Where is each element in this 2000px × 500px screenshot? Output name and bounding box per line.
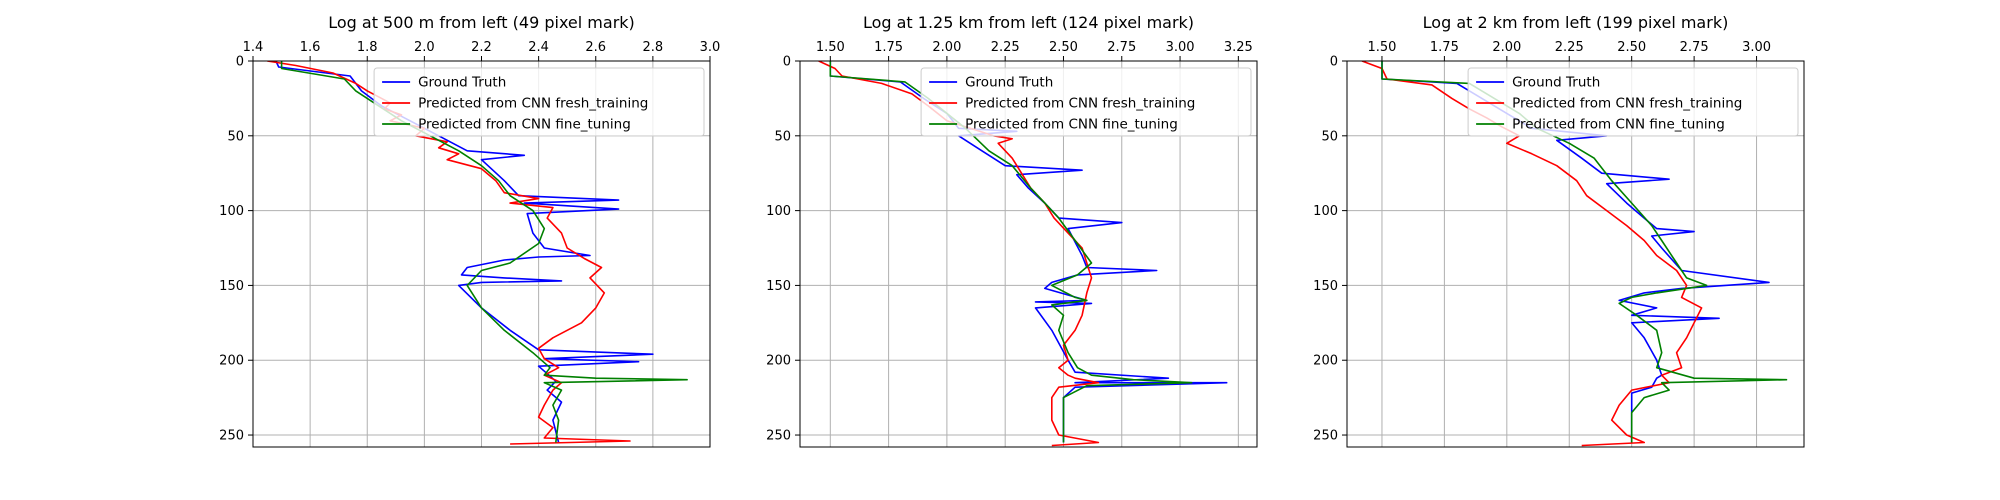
x-tick-label: 2.8: [643, 40, 664, 55]
chart-panel-1: 1.4 1.6 1.8 2.0 2.2 2.4 2.6 2.8 3.0 0 50 100 150 200 2…: [219, 13, 721, 448]
legend-entry: Predicted from CNN fine_tuning: [965, 117, 1178, 133]
legend-entry: Ground Truth: [965, 75, 1053, 91]
x-tick-label: 1.75: [874, 40, 903, 55]
y-tick-label: 100: [1313, 204, 1338, 219]
legend-entry: Ground Truth: [1512, 75, 1600, 91]
x-tick-label: 1.50: [816, 40, 845, 55]
y-tick-label: 250: [1313, 429, 1338, 444]
legend-box: [373, 67, 705, 137]
chart-panel-3: 1.50 1.75 2.00 2.25 2.50 2.75 3.00 0 50 100 150 200…: [1313, 13, 1805, 448]
legend-entry: Ground Truth: [418, 75, 506, 91]
chart-title: Log at 2 km from left (199 pixel mark): [1423, 13, 1729, 32]
y-tick-label: 100: [766, 204, 791, 219]
axes-frame: [799, 60, 1258, 448]
x-tick-label: 2.00: [932, 40, 961, 55]
legend-entry: Predicted from CNN fresh_training: [1512, 96, 1742, 112]
x-tick-label: 2.2: [471, 40, 492, 55]
x-tick-label: 3.25: [1224, 40, 1253, 55]
legend: Ground Truth Predicted from CNN fresh_tra…: [373, 67, 705, 137]
x-tick-label: 3.00: [1166, 40, 1195, 55]
legend: Ground Truth Predicted from CNN fresh_tra…: [1467, 67, 1799, 137]
y-tick-label: 0: [236, 55, 244, 70]
x-tick-label: 1.8: [357, 40, 378, 55]
y-tick-label: 200: [766, 354, 791, 369]
axes-frame: [1346, 60, 1805, 448]
x-tick-label: 2.25: [1555, 40, 1584, 55]
x-tick-label: 1.6: [300, 40, 321, 55]
y-tick-label: 50: [1321, 129, 1338, 144]
x-tick-label: 1.4: [243, 40, 264, 55]
y-tick-label: 0: [1330, 55, 1338, 70]
x-tick-label: 2.50: [1617, 40, 1646, 55]
x-tick-label: 3.00: [1742, 40, 1771, 55]
chart-title: Log at 1.25 km from left (124 pixel mark…: [863, 13, 1194, 32]
y-tick-label: 150: [766, 279, 791, 294]
x-tick-label: 1.75: [1430, 40, 1459, 55]
legend-entry: Predicted from CNN fresh_training: [418, 96, 648, 112]
x-tick-label: 3.0: [700, 40, 721, 55]
y-tick-label: 200: [1313, 354, 1338, 369]
x-tick-label: 2.50: [1049, 40, 1078, 55]
y-tick-label: 50: [774, 129, 791, 144]
x-tick-label: 2.00: [1492, 40, 1521, 55]
legend-box: [1467, 67, 1799, 137]
x-tick-label: 2.0: [414, 40, 435, 55]
y-tick-label: 50: [227, 129, 244, 144]
legend: Ground Truth Predicted from CNN fresh_tra…: [920, 67, 1252, 137]
y-tick-label: 250: [766, 429, 791, 444]
legend-entry: Predicted from CNN fresh_training: [965, 96, 1195, 112]
axes-frame: [252, 60, 711, 448]
y-tick-label: 100: [219, 204, 244, 219]
chart-title: Log at 500 m from left (49 pixel mark): [328, 13, 635, 32]
y-tick-label: 0: [783, 55, 791, 70]
legend-entry: Predicted from CNN fine_tuning: [1512, 117, 1725, 133]
x-tick-label: 2.75: [1680, 40, 1709, 55]
x-tick-label: 2.4: [528, 40, 549, 55]
y-tick-label: 200: [219, 354, 244, 369]
legend-entry: Predicted from CNN fine_tuning: [418, 117, 631, 133]
y-tick-label: 250: [219, 429, 244, 444]
series-line-1: [275, 61, 654, 443]
y-tick-label: 150: [219, 279, 244, 294]
x-tick-label: 2.75: [1107, 40, 1136, 55]
chart-panel-2: 1.50 1.75 2.00 2.25 2.50 2.75 3.00 3.25 0 50 100 15…: [766, 13, 1258, 448]
x-tick-label: 2.25: [991, 40, 1020, 55]
x-tick-label: 2.6: [585, 40, 606, 55]
x-tick-label: 1.50: [1367, 40, 1396, 55]
y-tick-label: 150: [1313, 279, 1338, 294]
legend-box: [920, 67, 1252, 137]
